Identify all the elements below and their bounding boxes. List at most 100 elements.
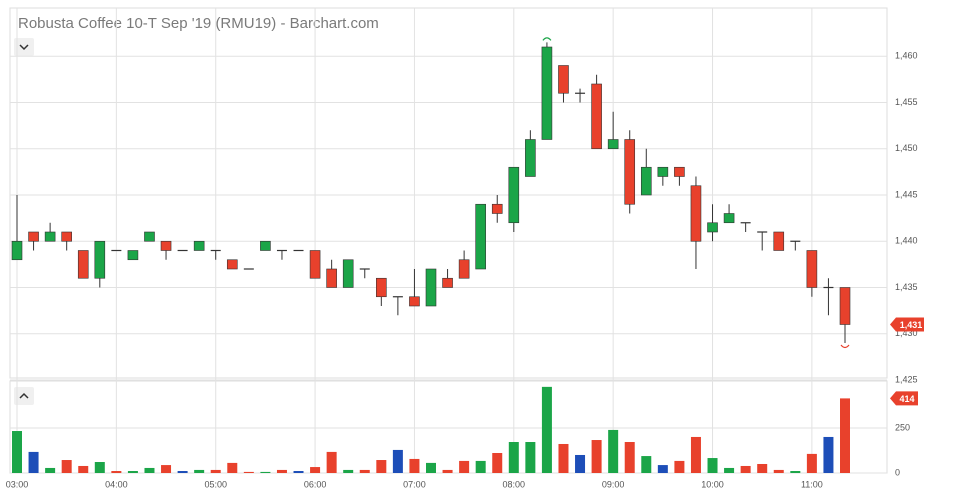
chart-title: Robusta Coffee 10-T Sep '19 (RMU19) - Ba… bbox=[18, 15, 379, 32]
x-tick-label: 06:00 bbox=[304, 479, 327, 489]
volume-bar bbox=[326, 451, 337, 473]
volume-bar bbox=[94, 462, 105, 473]
volume-bar bbox=[409, 458, 420, 473]
volume-bar bbox=[641, 456, 652, 473]
volume-bar bbox=[475, 460, 486, 473]
candle-body bbox=[525, 139, 536, 177]
candle-body bbox=[657, 166, 669, 177]
volume-bar bbox=[823, 436, 834, 473]
volume-bar bbox=[343, 469, 354, 473]
y-tick-label: 1,460 bbox=[895, 51, 918, 61]
candle-body bbox=[707, 222, 718, 233]
volume-pane bbox=[9, 380, 888, 474]
candle-body bbox=[541, 46, 553, 140]
candle-body bbox=[624, 139, 636, 205]
expand-button[interactable] bbox=[14, 387, 34, 405]
price-pane bbox=[9, 7, 888, 379]
candle-body bbox=[508, 166, 520, 224]
last-volume-tag bbox=[890, 391, 918, 406]
x-tick-label: 07:00 bbox=[403, 479, 426, 489]
volume-bar bbox=[707, 458, 718, 473]
candle-body bbox=[342, 259, 354, 288]
volume-bar bbox=[740, 465, 751, 473]
candle-body bbox=[144, 231, 155, 242]
candle-body bbox=[475, 203, 486, 270]
volume-bar bbox=[243, 471, 254, 473]
volume-bar bbox=[657, 465, 668, 473]
candle-body bbox=[640, 166, 652, 196]
candle-body bbox=[839, 287, 851, 325]
volume-bar bbox=[227, 462, 238, 473]
candle-body bbox=[558, 65, 569, 94]
volume-bar bbox=[111, 471, 122, 473]
volume-bar bbox=[310, 467, 321, 473]
candle-body bbox=[491, 203, 503, 214]
volume-bar bbox=[541, 386, 552, 473]
candle-body bbox=[127, 250, 139, 261]
volume-bar bbox=[426, 462, 436, 473]
candle-body bbox=[607, 139, 619, 150]
volume-bar bbox=[442, 469, 453, 473]
y-tick-label: 1,450 bbox=[895, 143, 918, 153]
volume-bar bbox=[61, 460, 72, 473]
volume-bar bbox=[45, 467, 56, 473]
volume-bar bbox=[757, 463, 768, 473]
candle-body bbox=[425, 268, 437, 307]
volume-bar bbox=[806, 453, 817, 473]
candle-body bbox=[458, 259, 470, 279]
volume-bar bbox=[492, 452, 503, 473]
volume-bar bbox=[674, 460, 685, 473]
volume-bar bbox=[194, 469, 205, 473]
candle-body bbox=[723, 213, 735, 224]
volume-bar bbox=[359, 469, 370, 473]
candle-body bbox=[674, 166, 685, 177]
candle-body bbox=[690, 185, 702, 242]
x-tick-label: 05:00 bbox=[204, 479, 227, 489]
x-tick-label: 10:00 bbox=[701, 479, 724, 489]
high-marker bbox=[542, 37, 552, 41]
candle-body bbox=[309, 250, 321, 279]
last-price-tag bbox=[890, 317, 924, 332]
y-tick-label: 1,445 bbox=[895, 189, 918, 199]
volume-bar bbox=[724, 467, 735, 473]
low-marker bbox=[840, 344, 850, 349]
volume-bar bbox=[840, 398, 850, 473]
volume-bar bbox=[12, 431, 22, 473]
candle-body bbox=[11, 240, 23, 261]
x-tick-label: 11:00 bbox=[801, 479, 823, 489]
volume-bar bbox=[210, 469, 221, 473]
volume-bar bbox=[144, 467, 155, 473]
volume-bar bbox=[177, 471, 188, 473]
y-tick-label: 1,430 bbox=[895, 328, 918, 338]
collapse-button[interactable] bbox=[14, 38, 34, 56]
volume-bar bbox=[525, 442, 536, 473]
y-tick-label: 1,425 bbox=[895, 374, 918, 384]
volume-bar bbox=[790, 471, 801, 473]
volume-bar bbox=[624, 442, 635, 473]
candle-body bbox=[193, 240, 205, 251]
volume-bar bbox=[558, 443, 569, 473]
candle-body bbox=[28, 231, 39, 242]
candle-body bbox=[442, 277, 453, 288]
y-tick-label: 1,435 bbox=[895, 282, 918, 292]
volume-bar bbox=[78, 465, 89, 473]
candle-body bbox=[94, 240, 106, 279]
volume-bar bbox=[161, 465, 172, 473]
y-tick-label: 1,455 bbox=[895, 97, 918, 107]
candle-body bbox=[260, 240, 271, 251]
x-tick-label: 03:00 bbox=[6, 479, 29, 489]
volume-bar bbox=[508, 442, 519, 473]
candle-body bbox=[773, 231, 785, 251]
volume-bar bbox=[690, 436, 701, 473]
last-volume-label: 414 bbox=[899, 394, 914, 404]
x-tick-label: 09:00 bbox=[602, 479, 625, 489]
last-price-label: 1,431 bbox=[900, 320, 923, 330]
volume-bar bbox=[293, 471, 304, 473]
candle-body bbox=[226, 259, 238, 270]
volume-bar bbox=[260, 471, 271, 473]
candle-body bbox=[326, 268, 337, 288]
volume-bar bbox=[276, 469, 287, 473]
volume-bar bbox=[591, 440, 602, 473]
